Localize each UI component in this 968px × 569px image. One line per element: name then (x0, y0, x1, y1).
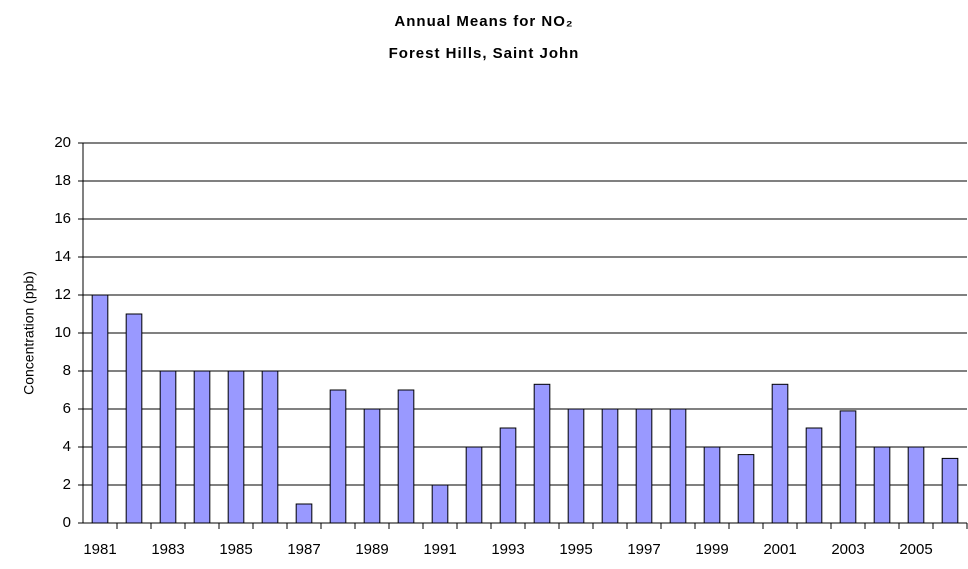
y-tick-label: 4 (63, 438, 71, 455)
y-axis-label: Concentration (ppb) (21, 271, 37, 395)
bar (193, 370, 211, 524)
bar (703, 446, 721, 524)
x-tick-label: 1987 (287, 541, 320, 558)
x-tick-label: 2001 (763, 541, 796, 558)
x-tick-label: 2005 (899, 541, 932, 558)
bar (669, 408, 687, 524)
x-tick-label: 1995 (559, 541, 592, 558)
x-tick-label: 1991 (423, 541, 456, 558)
bar (635, 408, 653, 524)
x-tick-label: 1981 (83, 541, 116, 558)
y-tick-label: 14 (54, 248, 71, 265)
bar (329, 389, 347, 524)
bar (465, 446, 483, 524)
x-tick-label: 2003 (831, 541, 864, 558)
bar (737, 454, 755, 524)
bar (907, 446, 925, 524)
bar (499, 427, 517, 524)
bar (941, 457, 959, 524)
bar (601, 408, 619, 524)
bar (567, 408, 585, 524)
y-tick-label: 0 (63, 514, 71, 531)
y-tick-label: 6 (63, 400, 71, 417)
bar (91, 294, 109, 524)
bar (397, 389, 415, 524)
y-tick-label: 12 (54, 286, 71, 303)
x-tick-label: 1993 (491, 541, 524, 558)
x-tick-label: 1983 (151, 541, 184, 558)
bar (771, 383, 789, 524)
y-tick-label: 10 (54, 324, 71, 341)
bar (873, 446, 891, 524)
x-tick-label: 1989 (355, 541, 388, 558)
y-tick-label: 8 (63, 362, 71, 379)
y-tick-label: 2 (63, 476, 71, 493)
x-tick-label: 1985 (219, 541, 252, 558)
bar (227, 370, 245, 524)
bar (125, 313, 143, 524)
x-tick-label: 1997 (627, 541, 660, 558)
chart-subtitle: Forest Hills, Saint John (389, 45, 580, 62)
chart-title: Annual Means for NO₂ (394, 13, 573, 30)
y-tick-label: 16 (54, 210, 71, 227)
bar (805, 427, 823, 524)
y-tick-label: 18 (54, 172, 71, 189)
bar (159, 370, 177, 524)
bar (533, 383, 551, 524)
bar (431, 484, 449, 524)
bar (261, 370, 279, 524)
bar (295, 503, 313, 524)
x-tick-label: 1999 (695, 541, 728, 558)
y-tick-label: 20 (54, 134, 71, 151)
bar (363, 408, 381, 524)
bar (839, 410, 857, 524)
